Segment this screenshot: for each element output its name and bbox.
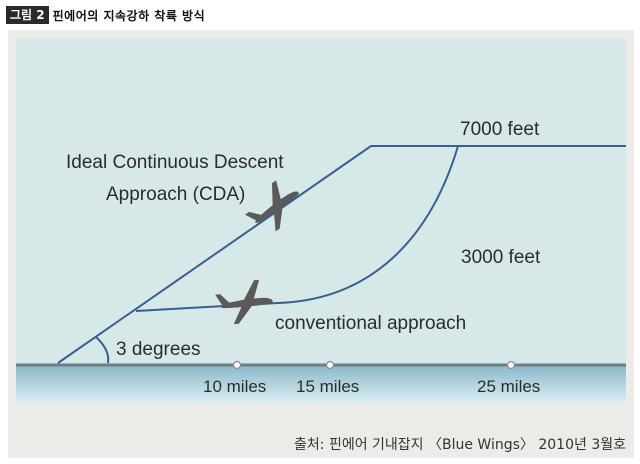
label-7000-feet: 7000 feet [460, 119, 540, 140]
label-cda-line2: Approach (CDA) [106, 184, 245, 205]
ground-area [16, 365, 626, 403]
label-angle: 3 degrees [116, 339, 201, 360]
label-15-miles: 15 miles [296, 377, 359, 396]
marker-15-miles [325, 360, 335, 370]
marker-25-miles [506, 360, 516, 370]
label-25-miles: 25 miles [477, 377, 540, 396]
figure-caption: 핀에어의 지속강하 착륙 방식 [52, 8, 206, 23]
sky-area [16, 38, 626, 365]
label-conventional-approach: conventional approach [275, 313, 466, 334]
label-3000-feet: 3000 feet [461, 247, 541, 268]
angle-arc [95, 336, 110, 364]
label-cda-line1: Ideal Continuous Descent [66, 152, 284, 173]
label-10-miles: 10 miles [203, 377, 266, 396]
marker-10-miles [232, 360, 242, 370]
source-credit: 출처: 핀에어 기내잡지 〈Blue Wings〉 2010년 3월호 [294, 437, 626, 453]
figure-number: 그림 2 [6, 6, 49, 24]
figure-header: 그림 2 핀에어의 지속강하 착륙 방식 [6, 5, 205, 25]
conventional-path [135, 145, 459, 312]
cda-path [57, 145, 626, 364]
